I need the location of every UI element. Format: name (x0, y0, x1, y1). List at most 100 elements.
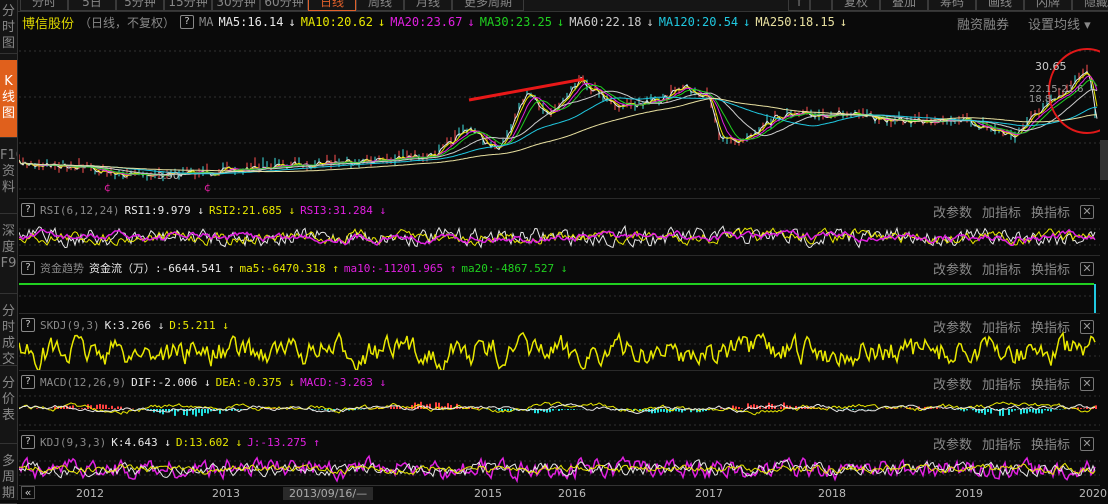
add-indicator-button[interactable]: 加指标 (981, 321, 1021, 336)
tab-5[interactable]: 60分钟 (260, 0, 308, 11)
indicator-value: MACD:-3.263 ↓ (300, 375, 387, 389)
indicator-value: D:13.602 ↓ (175, 435, 243, 449)
indicator-panel-2[interactable]: ? SKDJ(9,3) K:3.266 ↓ D:5.211 ↓ 改参数 加指标 换指标 ✕ (19, 313, 1100, 371)
tab-6[interactable]: 日线 (308, 0, 356, 11)
switch-indicator-button[interactable]: 换指标 (1030, 438, 1070, 453)
change-params-button[interactable]: 改参数 (932, 263, 972, 278)
help-button[interactable]: ? (21, 375, 35, 389)
scrollbar[interactable] (1100, 140, 1108, 180)
tab-9[interactable]: 更多周期 (452, 0, 524, 11)
indicator-line (19, 454, 1096, 484)
indicator-panel-4[interactable]: ? KDJ(9,3,3) K:4.643 ↓ D:13.602 ↓ J:-13.275 … (19, 430, 1100, 485)
add-indicator-button[interactable]: 加指标 (981, 438, 1021, 453)
price-label: 18.8 (1029, 94, 1052, 105)
tab-4[interactable]: 30分钟 (212, 0, 260, 11)
toolbar-tab-3[interactable]: 叠加 (880, 0, 928, 11)
indicator-buttons: 改参数 加指标 换指标 ✕ (933, 317, 1094, 336)
arrow-down-icon: ↓ (467, 15, 475, 29)
event-marker-icon: ¢ (204, 181, 211, 194)
indicator-value: ma20:-4867.527 ↓ (461, 261, 568, 275)
ma-value: MA60:22.18 (569, 15, 642, 29)
indicator-name: RSI(6,12,24) (40, 203, 120, 217)
add-indicator-button[interactable]: 加指标 (981, 206, 1021, 221)
change-params-button[interactable]: 改参数 (932, 206, 972, 221)
period-tab-bar: 分时 5日 5分钟 15分钟 30分钟 60分钟 日线 周线 月线 更多周期 ↑ 复权 叠加 筹码 画线 闪牌… (0, 0, 1108, 12)
indicator-chart (19, 395, 1100, 426)
sidebar-item-0[interactable]: 分时图 (0, 0, 17, 54)
indicator-chart (19, 283, 1100, 313)
circle-annotation (1048, 48, 1100, 134)
year-label: 2018 (818, 487, 846, 500)
indicator-line (19, 330, 1096, 371)
indicator-panel-0[interactable]: ? RSI(6,12,24) RSI1:9.979 ↓ RSI2:21.685 ↓ RS… (19, 198, 1100, 255)
sidebar-item-3[interactable]: 深度F9 (0, 214, 17, 294)
high-price-label: 30.65 (1035, 60, 1067, 73)
tab-3[interactable]: 15分钟 (164, 0, 212, 11)
switch-indicator-button[interactable]: 换指标 (1030, 378, 1070, 393)
indicator-value: DIF:-2.006 ↓ (131, 375, 211, 389)
tab-8[interactable]: 月线 (404, 0, 452, 11)
sidebar-item-2[interactable]: F10资料 (0, 138, 17, 214)
indicator-value: RSI1:9.979 ↓ (124, 203, 204, 217)
year-label: 2019 (955, 487, 983, 500)
indicator-value: RSI2:21.685 ↓ (208, 203, 296, 217)
indicator-panel-1[interactable]: ? 资金趋势 资金流（万）:-6644.541 ↑ ma5:-6470.318 ↑ ma… (19, 255, 1100, 313)
set-ma-dropdown[interactable]: 设置均线 ▾ (1028, 18, 1091, 33)
time-axis: « 2013/09/16/— 2012 2013 2015 2016 2017 2018 2… (19, 485, 1107, 500)
indicator-panel-3[interactable]: ? MACD(12,26,9) DIF:-2.006 ↓ DEA:-0.375 ↓ MA… (19, 370, 1100, 430)
indicator-value: K:4.643 ↓ (111, 435, 171, 449)
sidebar-item-4[interactable]: 分时成交 (0, 294, 17, 366)
switch-indicator-button[interactable]: 换指标 (1030, 321, 1070, 336)
indicator-line (19, 459, 1096, 479)
toolbar-tab-7[interactable]: 隐藏 (1072, 0, 1108, 11)
sidebar-label: 深度F9 (0, 224, 17, 271)
toolbar-tab-6[interactable]: 闪牌 (1024, 0, 1072, 11)
help-button[interactable]: ? (21, 318, 35, 332)
change-params-button[interactable]: 改参数 (932, 438, 972, 453)
ma-line (19, 97, 1098, 173)
toolbar-tab-1[interactable] (810, 0, 832, 11)
indicator-buttons: 改参数 加指标 换指标 ✕ (933, 259, 1094, 278)
price-chart[interactable]: ¢ ¢ 30.65 22.15-21.6 18.8 3.90 (19, 31, 1100, 198)
indicator-value: ma10:-11201.965 ↑ (343, 261, 457, 275)
arrow-down-icon: ↓ (743, 15, 751, 29)
close-icon[interactable]: ✕ (1080, 376, 1094, 391)
close-icon[interactable]: ✕ (1080, 319, 1094, 334)
close-icon[interactable]: ✕ (1080, 204, 1094, 219)
chart-header: 博信股份 （日线，不复权） ? MA MA5:16.14 ↓ MA10:20.62 ↓… (22, 13, 847, 32)
toolbar-tab-5[interactable]: 画线 (976, 0, 1024, 11)
year-label: 2015 (474, 487, 502, 500)
tab-2[interactable]: 5分钟 (116, 0, 164, 11)
add-indicator-button[interactable]: 加指标 (981, 378, 1021, 393)
toolbar-tab-2[interactable]: 复权 (832, 0, 880, 11)
close-icon[interactable]: ✕ (1080, 436, 1094, 451)
scroll-left-button[interactable]: « (21, 486, 35, 499)
help-button[interactable]: ? (180, 15, 195, 29)
ma-line (19, 75, 1098, 176)
change-params-button[interactable]: 改参数 (932, 321, 972, 336)
toolbar-tab-0[interactable]: ↑ (788, 0, 810, 11)
switch-indicator-button[interactable]: 换指标 (1030, 263, 1070, 278)
switch-indicator-button[interactable]: 换指标 (1030, 206, 1070, 221)
help-button[interactable]: ? (21, 203, 35, 217)
help-button[interactable]: ? (21, 435, 35, 449)
toolbar-tab-4[interactable]: 筹码 (928, 0, 976, 11)
add-indicator-button[interactable]: 加指标 (981, 263, 1021, 278)
sidebar-label: 分时成交 (1, 304, 15, 366)
tab-1[interactable]: 5日 (68, 0, 116, 11)
event-marker-icon: ¢ (104, 181, 111, 194)
year-label: 2020 (1079, 487, 1107, 500)
change-params-button[interactable]: 改参数 (932, 378, 972, 393)
sidebar-item-6[interactable]: 多周期 (0, 444, 17, 504)
indicator-header: ? 资金趋势 资金流（万）:-6644.541 ↑ ma5:-6470.318 ↑ ma… (21, 260, 567, 276)
sidebar-item-1[interactable]: K线图 (0, 60, 17, 138)
margin-trading-link[interactable]: 融资融券 (957, 18, 1010, 33)
indicator-header: ? MACD(12,26,9) DIF:-2.006 ↓ DEA:-0.375 ↓ MA… (21, 375, 386, 389)
tab-7[interactable]: 周线 (356, 0, 404, 11)
close-icon[interactable]: ✕ (1080, 261, 1094, 276)
indicator-chart (19, 454, 1100, 484)
sidebar-item-5[interactable]: 分价表 (0, 366, 17, 444)
tab-0[interactable]: 分时 (20, 0, 68, 11)
help-button[interactable]: ? (21, 261, 35, 275)
year-label: 2013 (212, 487, 240, 500)
